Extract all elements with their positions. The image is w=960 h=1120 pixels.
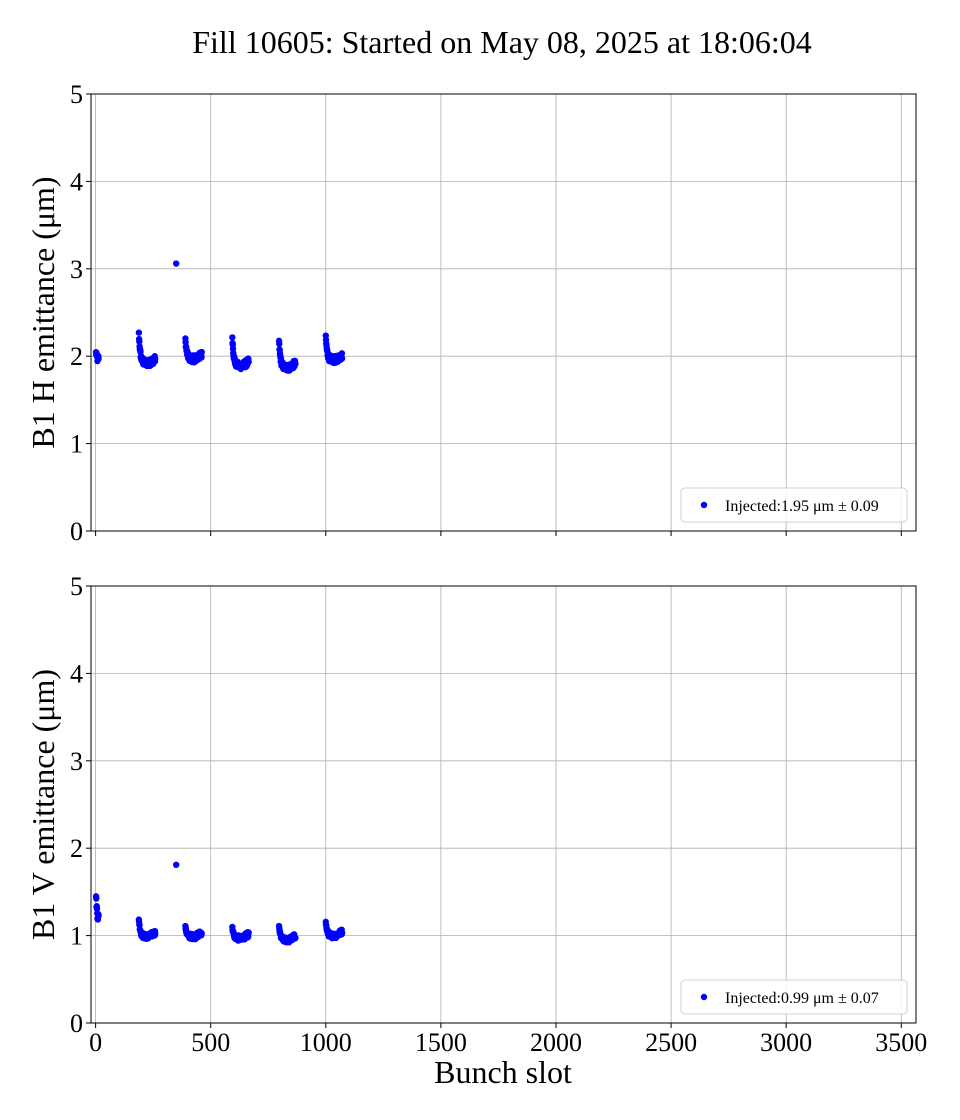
data-point xyxy=(245,929,252,936)
plot-frame xyxy=(90,93,917,532)
legend-marker xyxy=(700,993,708,1001)
legend-box xyxy=(680,979,908,1015)
data-point xyxy=(338,350,346,357)
data-point xyxy=(152,355,159,363)
legend-box xyxy=(680,487,908,523)
data-point xyxy=(136,338,143,345)
outlier-point xyxy=(172,861,180,869)
data-point xyxy=(198,348,205,356)
legend: Injected:1.95 μm ± 0.09 xyxy=(680,487,908,523)
y-tick-label: 4 xyxy=(70,659,83,688)
y-tick-label: 1 xyxy=(70,430,83,459)
data-point xyxy=(338,929,346,936)
data-point xyxy=(338,355,346,362)
plot-frame xyxy=(90,585,917,1024)
x-tick-label: 2000 xyxy=(530,1028,582,1057)
plot-area xyxy=(91,586,916,1023)
data-point xyxy=(245,358,252,366)
outlier-point xyxy=(172,260,180,267)
y-tick-label: 2 xyxy=(70,342,83,371)
x-axis-label: Bunch slot xyxy=(434,1054,572,1090)
data-point xyxy=(198,930,205,937)
y-tick-label: 2 xyxy=(70,834,83,863)
data-point xyxy=(292,934,299,942)
y-tick-label: 5 xyxy=(70,572,83,601)
legend-label: Injected:1.95 μm ± 0.09 xyxy=(725,498,879,515)
y-axis-label: B1 V emittance (μm) xyxy=(25,669,61,940)
plot-area xyxy=(91,94,916,531)
y-tick-label: 4 xyxy=(70,167,83,196)
data-point xyxy=(276,340,283,348)
legend-label: Injected:0.99 μm ± 0.07 xyxy=(725,990,879,1007)
x-tick-label: 500 xyxy=(191,1028,230,1057)
data-point xyxy=(135,329,143,336)
data-point xyxy=(229,334,236,341)
y-tick-label: 1 xyxy=(70,922,83,951)
b1-v-emittance-plot: 0 1 2 3 4 5 0 500 1000 1500 2000 2500 3000 3500 B1 V e… xyxy=(25,572,927,1057)
y-tick-label: 0 xyxy=(70,517,83,546)
y-tick-label: 5 xyxy=(70,80,83,109)
y-tick-label: 0 xyxy=(70,1009,83,1038)
x-tick-label: 3000 xyxy=(760,1028,812,1057)
legend-marker xyxy=(700,501,708,509)
legend: Injected:0.99 μm ± 0.07 xyxy=(680,979,908,1015)
x-tick-label: 0 xyxy=(89,1028,102,1057)
chart-title: Fill 10605: Started on May 08, 2025 at 1… xyxy=(192,24,812,60)
b1-h-emittance-plot: 0 1 2 3 4 5 B1 H emittance (μm) Injected:1.95 μ… xyxy=(25,80,917,546)
data-point xyxy=(152,930,159,937)
x-tick-label: 1000 xyxy=(300,1028,352,1057)
y-tick-label: 3 xyxy=(70,255,83,284)
scatter-series xyxy=(92,260,346,374)
data-point xyxy=(292,360,299,367)
scatter-series xyxy=(92,861,346,946)
data-point xyxy=(95,912,102,919)
data-point xyxy=(198,354,205,361)
x-tick-label: 2500 xyxy=(645,1028,697,1057)
x-tick-label: 3500 xyxy=(875,1028,927,1057)
x-tick-label: 1500 xyxy=(415,1028,467,1057)
data-point xyxy=(95,355,102,362)
y-tick-label: 3 xyxy=(70,747,83,776)
y-axis-label: B1 H emittance (μm) xyxy=(25,176,61,448)
data-point xyxy=(93,895,100,902)
